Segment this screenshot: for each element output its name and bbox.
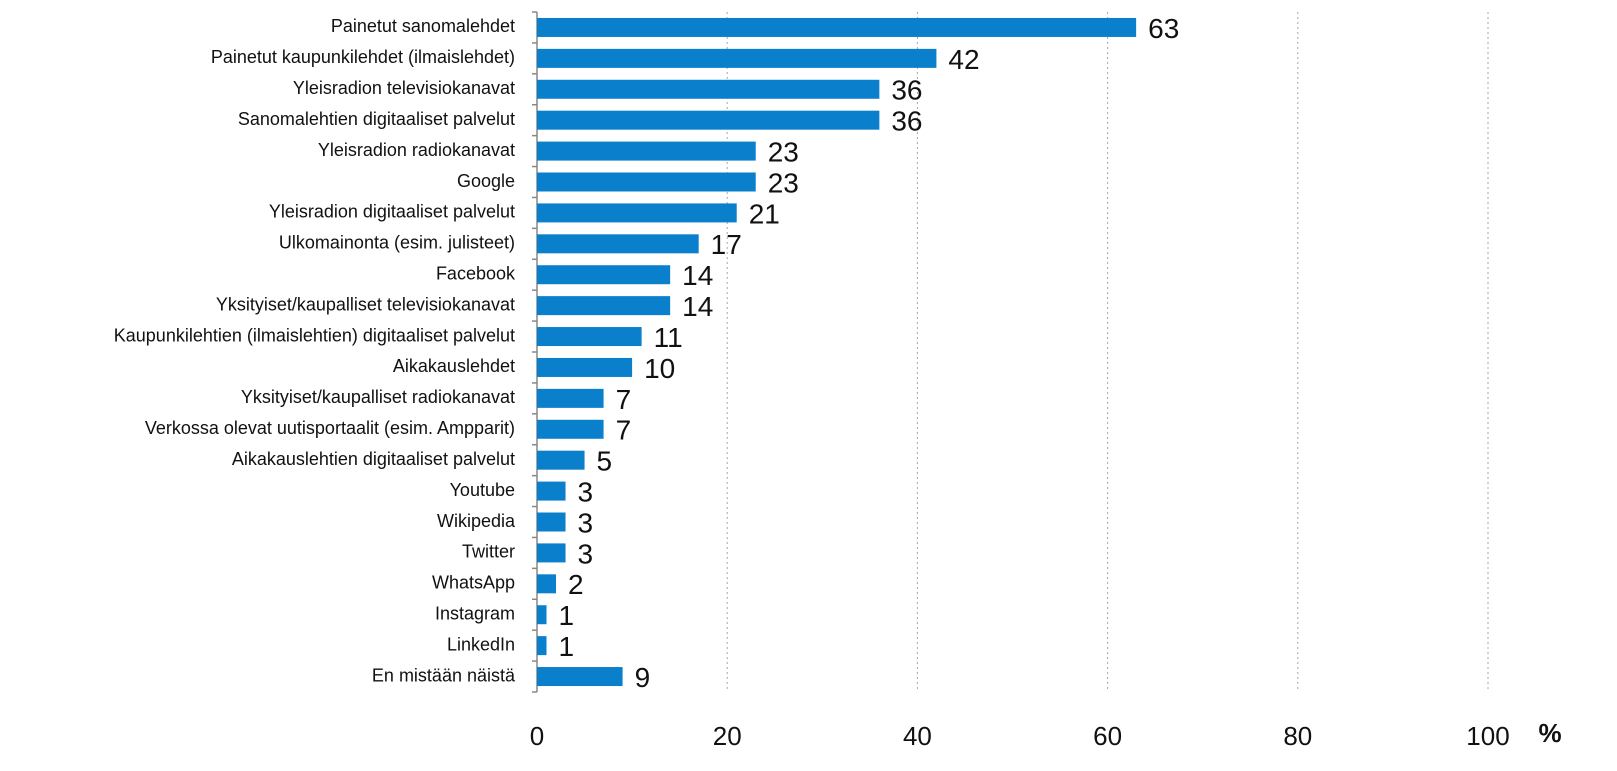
value-label: 36 (891, 75, 922, 106)
value-label: 2 (568, 569, 584, 600)
y-tick-label: Yksityiset/kaupalliset televisiokanavat (216, 294, 515, 314)
value-label: 23 (768, 167, 799, 198)
y-tick-label: WhatsApp (432, 573, 515, 593)
y-tick-label: Wikipedia (437, 511, 516, 531)
bar (537, 481, 566, 501)
y-tick-label: Painetut kaupunkilehdet (ilmaislehdet) (211, 47, 515, 67)
value-label: 11 (654, 322, 683, 353)
value-label: 3 (578, 538, 594, 569)
bar (537, 234, 699, 254)
x-tick-label: 80 (1283, 721, 1312, 751)
y-tick-label: Yleisradion radiokanavat (318, 140, 515, 160)
bar (537, 388, 604, 408)
value-label: 7 (616, 384, 632, 415)
y-tick-label: Youtube (450, 480, 515, 500)
y-tick-label: Instagram (435, 603, 515, 623)
bar (537, 636, 547, 656)
y-tick-label: Sanomalehtien digitaaliset palvelut (238, 109, 515, 129)
y-tick-label: Twitter (462, 542, 515, 562)
y-tick-label: En mistään näistä (372, 665, 516, 685)
y-tick-label: Yleisradion digitaaliset palvelut (269, 202, 515, 222)
y-tick-label: Yleisradion televisiokanavat (293, 78, 515, 98)
bar (537, 605, 547, 625)
bar (537, 296, 671, 316)
bar (537, 203, 737, 223)
value-label: 14 (682, 291, 713, 322)
bar (537, 667, 623, 687)
value-label: 1 (559, 631, 575, 662)
y-tick-label: Google (457, 171, 515, 191)
bar (537, 110, 880, 130)
value-label: 42 (948, 44, 979, 75)
bar (537, 512, 566, 532)
bar (537, 48, 937, 68)
value-label: 3 (578, 507, 594, 538)
bar (537, 450, 585, 470)
y-tick-label: Kaupunkilehtien (ilmaislehtien) digitaal… (114, 325, 515, 345)
bar (537, 265, 671, 285)
x-tick-label: 60 (1093, 721, 1122, 751)
value-label: 10 (644, 353, 675, 384)
value-label: 63 (1148, 13, 1179, 44)
x-tick-label: 100 (1466, 721, 1509, 751)
y-tick-label: Verkossa olevat uutisportaalit (esim. Am… (145, 418, 515, 438)
value-label: 21 (749, 198, 780, 229)
x-tick-label: 20 (713, 721, 742, 751)
y-tick-label: Ulkomainonta (esim. julisteet) (279, 233, 515, 253)
bar (537, 172, 756, 192)
value-label: 3 (578, 476, 594, 507)
y-tick-label: Painetut sanomalehdet (331, 16, 515, 36)
x-axis-label: % (1538, 718, 1561, 748)
bar (537, 419, 604, 439)
x-tick-label: 40 (903, 721, 932, 751)
y-tick-label: Yksityiset/kaupalliset radiokanavat (241, 387, 515, 407)
value-label: 36 (891, 106, 922, 137)
value-label: 7 (616, 415, 632, 446)
y-tick-label: LinkedIn (447, 634, 515, 654)
value-label: 1 (559, 600, 575, 631)
y-tick-label: Facebook (436, 263, 516, 283)
bar (537, 17, 1137, 37)
value-label: 5 (597, 446, 613, 477)
bar (537, 141, 756, 161)
x-tick-label: 0 (530, 721, 544, 751)
y-tick-label: Aikakauslehdet (393, 356, 515, 376)
bar (537, 357, 633, 377)
bar (537, 79, 880, 99)
bar (537, 574, 557, 594)
bar (537, 543, 566, 563)
y-tick-label: Aikakauslehtien digitaaliset palvelut (232, 449, 515, 469)
value-label: 23 (768, 136, 799, 167)
value-label: 9 (635, 662, 651, 693)
bar (537, 327, 642, 347)
value-label: 17 (711, 229, 742, 260)
value-label: 14 (682, 260, 713, 291)
